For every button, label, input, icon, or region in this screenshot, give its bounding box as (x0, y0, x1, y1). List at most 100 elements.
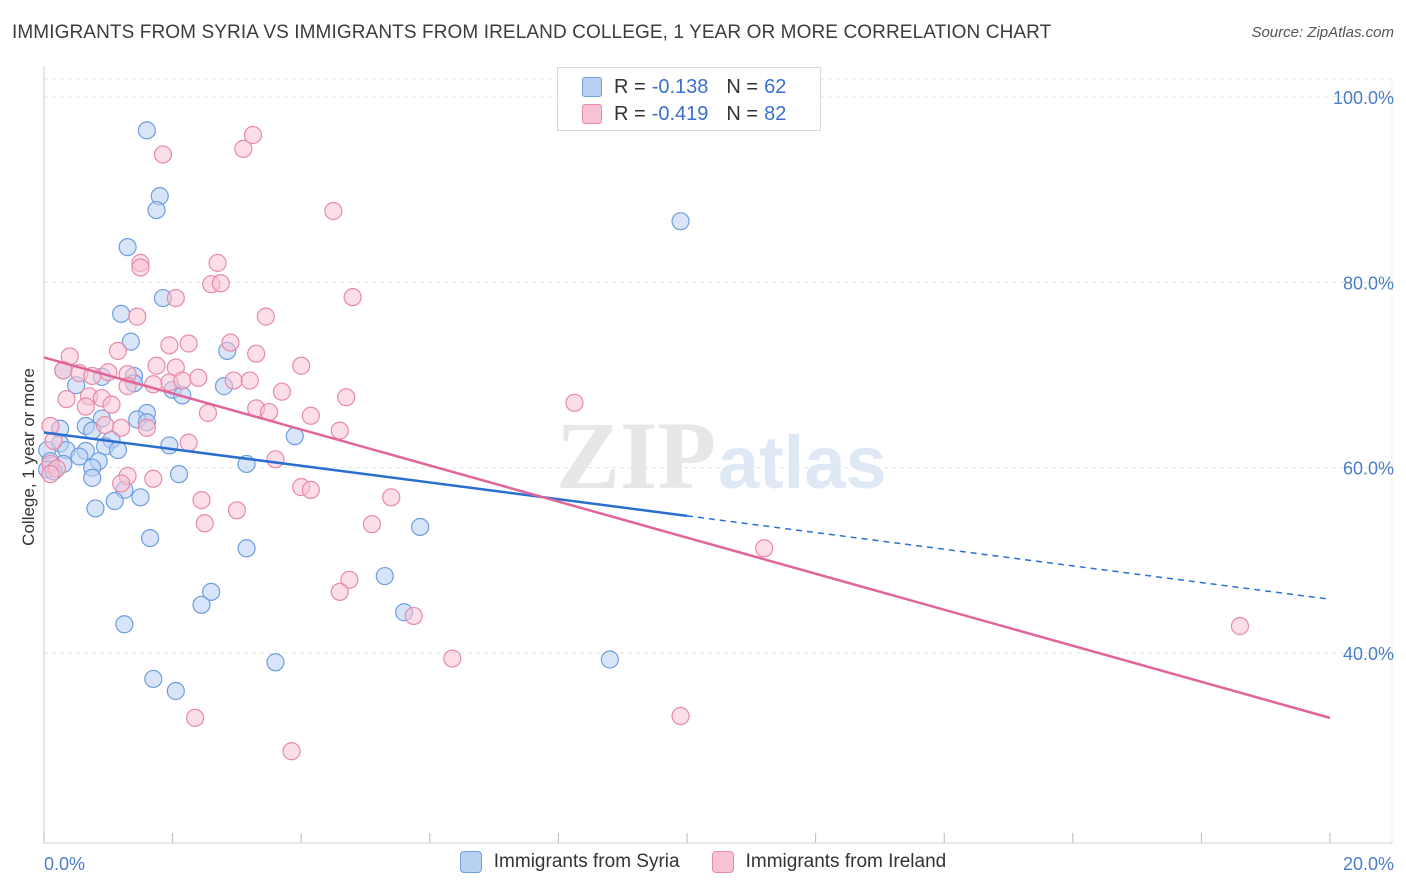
syria-point (202, 582, 221, 601)
series-ireland-points (41, 125, 1250, 761)
ireland-point (102, 395, 121, 414)
ireland-point (301, 406, 320, 425)
legend-n-value: 82 (764, 102, 787, 125)
legend-n-label: N = (726, 75, 759, 98)
trendline-ireland (43, 356, 1331, 720)
ireland-point (160, 336, 179, 355)
legend-swatch-syria (582, 77, 602, 97)
legend-swatch-syria (459, 851, 482, 873)
legend-n-label: N = (726, 102, 759, 125)
ireland-point (131, 258, 150, 277)
ireland-point (173, 371, 192, 390)
tick-labels: 40.0% 60.0% 80.0% 100.0% 0.0% 20.0% (44, 88, 1394, 874)
legend-r-value: -0.419 (651, 102, 709, 125)
legend-row-syria: R = -0.138 N = 62 (582, 74, 786, 100)
ireland-point (443, 649, 462, 668)
ireland-point (565, 393, 584, 412)
ireland-point (112, 418, 131, 437)
ireland-point (44, 431, 63, 450)
source-credit: Source: ZipAtlas.com (1251, 24, 1394, 41)
legend-label-ireland: Immigrants from Ireland (745, 851, 947, 872)
syria-point (266, 653, 285, 672)
syria-point (169, 465, 189, 484)
ireland-point (192, 491, 211, 510)
syria-point (121, 332, 140, 351)
ireland-point (340, 570, 359, 589)
syria-point (375, 566, 394, 586)
syria-point (115, 615, 134, 634)
syria-point (600, 650, 619, 669)
syria-point (112, 304, 131, 323)
ireland-point (330, 582, 349, 601)
trendline-syria (43, 431, 688, 518)
ireland-point (404, 606, 423, 626)
ireland-point (179, 334, 198, 353)
syria-point (105, 491, 124, 511)
ireland-point (671, 706, 690, 726)
ireland-point (382, 488, 401, 507)
legend-r-value: -0.138 (651, 75, 709, 98)
ireland-point (343, 288, 362, 307)
ireland-point (282, 742, 301, 761)
y-tick-label: 80.0% (1343, 273, 1394, 293)
watermark-zip: ZIP (556, 402, 716, 509)
ireland-point (247, 344, 266, 363)
syria-point (108, 440, 128, 460)
ireland-point (186, 708, 205, 727)
chart-title: IMMIGRANTS FROM SYRIA VS IMMIGRANTS FROM… (12, 22, 1052, 43)
ireland-point (195, 514, 214, 533)
ireland-point (147, 356, 166, 375)
ireland-point (112, 474, 131, 493)
ireland-point (166, 288, 185, 308)
syria-point (70, 447, 89, 466)
trendlines (43, 356, 1331, 720)
ireland-point (337, 388, 356, 407)
syria-point (83, 468, 102, 487)
legend-row-ireland: R = -0.419 N = 82 (582, 101, 786, 127)
ireland-point (240, 371, 259, 390)
ireland-point (198, 403, 218, 423)
ireland-point (292, 356, 311, 375)
watermark-atlas: atlas (718, 421, 887, 504)
ireland-point (362, 515, 382, 534)
ireland-point (330, 421, 349, 440)
ireland-point (76, 397, 95, 416)
ireland-point (95, 415, 115, 435)
syria-point (192, 595, 211, 614)
legend-n-value: 62 (764, 75, 787, 98)
ireland-point (256, 307, 275, 326)
ireland-point (224, 371, 243, 390)
x-tick-label-min: 0.0% (44, 854, 85, 874)
legend-swatch-ireland (582, 104, 602, 124)
syria-point (160, 436, 179, 455)
ireland-point (1230, 617, 1250, 636)
ireland-point (324, 201, 343, 221)
ireland-point (234, 139, 253, 158)
trendline-syria-extension (686, 515, 1331, 600)
ireland-point (301, 480, 320, 500)
ireland-point (266, 450, 285, 469)
y-tick-label: 60.0% (1343, 459, 1394, 479)
y-axis-label: College, 1 year or more (19, 368, 38, 546)
legend-label-syria: Immigrants from Syria (493, 851, 680, 872)
ireland-point (243, 125, 263, 145)
ireland-point (189, 368, 208, 387)
ireland-point (208, 253, 227, 272)
syria-point (86, 499, 105, 518)
syria-point (671, 212, 690, 231)
legend-r-label: R = (614, 102, 646, 125)
ireland-point (227, 501, 246, 520)
ireland-point (221, 333, 240, 352)
ireland-point (137, 418, 156, 437)
ireland-point (211, 274, 230, 293)
legend-swatch-ireland (711, 851, 734, 873)
x-tick-label-max: 20.0% (1343, 854, 1394, 874)
syria-point (237, 539, 256, 558)
ireland-point (108, 341, 128, 361)
ireland-point (153, 145, 173, 164)
syria-point (411, 517, 430, 537)
syria-point (118, 238, 137, 257)
watermark: ZIP atlas (556, 402, 887, 509)
series-legend: Immigrants from Syria Immigrants from Ir… (0, 851, 1406, 873)
